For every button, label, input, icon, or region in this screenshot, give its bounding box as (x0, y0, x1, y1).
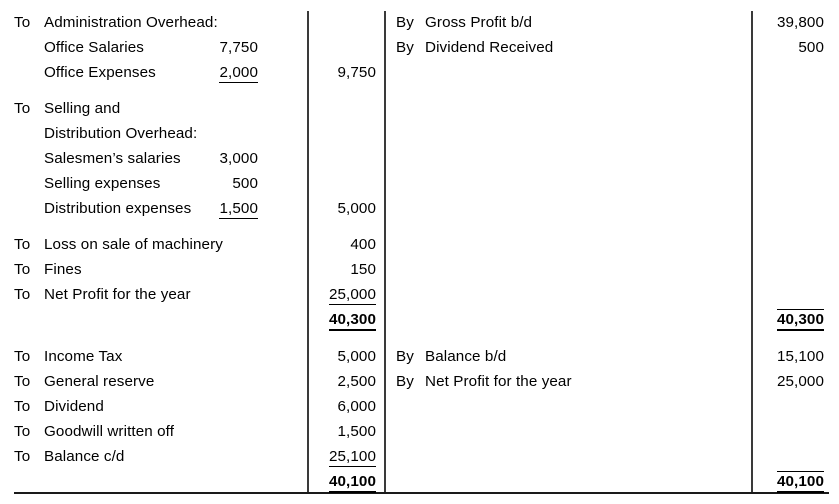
debit-label: Selling expenses (44, 175, 161, 192)
credit-amount: 25,000 (776, 373, 824, 390)
debit-label: Income Tax (44, 348, 123, 365)
debit-label: Loss on sale of machinery (44, 236, 223, 253)
vertical-rule-center-divider (384, 11, 386, 493)
debit-inner-amount: 3,000 (219, 150, 258, 167)
credit-amount: 39,800 (776, 14, 824, 31)
debit-inner-amount-value: 2,000 (219, 64, 258, 83)
debit-label: Distribution Overhead: (44, 125, 198, 142)
debit-amount: 1,500 (337, 423, 376, 440)
debit-inner-amount: 7,750 (219, 39, 258, 56)
credit-prefix: By (396, 373, 414, 390)
debit-label: Office Expenses (44, 64, 156, 81)
credit-total-value: 40,100 (776, 471, 824, 493)
debit-amount: 5,000 (337, 200, 376, 217)
debit-label: Distribution expenses (44, 200, 192, 217)
credit-prefix: By (396, 14, 414, 31)
credit-total: 40,100 (704, 471, 824, 493)
debit-prefix: To (14, 373, 31, 390)
debit-prefix: To (14, 261, 31, 278)
credit-label: Balance b/d (425, 348, 507, 365)
credit-label: Dividend Received (425, 39, 554, 56)
debit-amount: 6,000 (337, 398, 376, 415)
debit-amount: 25,100 (266, 448, 376, 467)
debit-amount: 2,500 (337, 373, 376, 390)
bottom-border-rule (14, 492, 829, 494)
debit-label: Balance c/d (44, 448, 125, 465)
debit-amount: 5,000 (337, 348, 376, 365)
vertical-rule-debit-amount (307, 11, 309, 493)
credit-total-value: 40,300 (776, 309, 824, 331)
debit-amount-value: 25,000 (328, 286, 376, 305)
debit-inner-amount: 2,000 (138, 64, 258, 83)
debit-inner-amount-value: 1,500 (219, 200, 258, 219)
debit-label: Fines (44, 261, 82, 278)
credit-amount: 15,100 (776, 348, 824, 365)
credit-total: 40,300 (704, 309, 824, 331)
debit-amount: 150 (350, 261, 376, 278)
credit-amount: 500 (798, 39, 824, 56)
debit-label: Office Salaries (44, 39, 144, 56)
debit-label: General reserve (44, 373, 155, 390)
debit-label: Selling and (44, 100, 121, 117)
debit-total-value: 40,300 (328, 311, 376, 331)
debit-amount-value: 25,100 (328, 448, 376, 467)
debit-prefix: To (14, 14, 31, 31)
vertical-rule-credit-amount (751, 11, 753, 493)
debit-prefix: To (14, 398, 31, 415)
debit-amount: 9,750 (337, 64, 376, 81)
debit-inner-amount: 1,500 (138, 200, 258, 219)
debit-prefix: To (14, 286, 31, 303)
debit-prefix: To (14, 348, 31, 365)
debit-total: 40,100 (266, 473, 376, 493)
debit-prefix: To (14, 236, 31, 253)
credit-prefix: By (396, 39, 414, 56)
debit-label: Net Profit for the year (44, 286, 191, 303)
debit-label: Goodwill written off (44, 423, 175, 440)
debit-label: Dividend (44, 398, 104, 415)
credit-label: Gross Profit b/d (425, 14, 533, 31)
debit-total-value: 40,100 (328, 473, 376, 493)
debit-amount: 25,000 (266, 286, 376, 305)
credit-label: Net Profit for the year (425, 373, 572, 390)
debit-prefix: To (14, 100, 31, 117)
debit-inner-amount: 500 (232, 175, 258, 192)
debit-label: Administration Overhead: (44, 14, 218, 31)
debit-prefix: To (14, 448, 31, 465)
debit-label: Salesmen’s salaries (44, 150, 181, 167)
credit-prefix: By (396, 348, 414, 365)
debit-total: 40,300 (266, 311, 376, 331)
debit-prefix: To (14, 423, 31, 440)
debit-amount: 400 (350, 236, 376, 253)
